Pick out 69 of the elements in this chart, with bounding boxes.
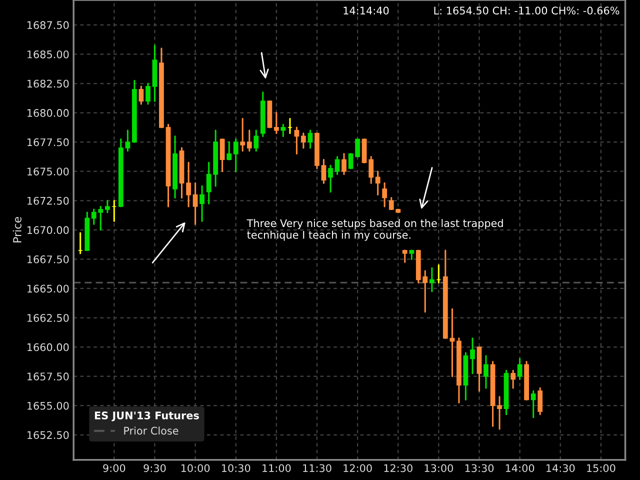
- candlestick: [125, 130, 130, 152]
- annotation: L: 1654.50 CH: -11.00 CH%: -0.66%: [434, 6, 620, 15]
- x-tick-label: 14:00: [506, 464, 534, 472]
- candlestick: [517, 358, 522, 380]
- candlestick: [530, 390, 536, 418]
- candlestick: [300, 132, 306, 149]
- legend-label: Prior Close: [124, 426, 178, 435]
- y-tick-label: 1657.50: [28, 372, 69, 380]
- candlestick: [254, 130, 259, 152]
- x-tick-label: 12:00: [344, 464, 372, 472]
- x-tick-label: 15:00: [587, 464, 616, 472]
- x-tick-label: 11:00: [262, 464, 291, 472]
- x-tick-label: 13:00: [424, 464, 453, 472]
- x-tick-label: 14:30: [546, 464, 575, 472]
- y-tick-label: 1662.50: [28, 314, 69, 322]
- candlestick: [510, 370, 516, 389]
- candlestick: [192, 182, 198, 225]
- y-tick-label: 1665.00: [28, 284, 69, 293]
- annotation: Three Very nice setups based on the last trapped tecnhique I teach in my course.: [246, 219, 503, 241]
- candlestick: [294, 126, 300, 155]
- x-tick-label: 10:00: [181, 464, 210, 472]
- candlestick: [328, 164, 333, 193]
- candlestick: [484, 355, 488, 389]
- y-tick-label: 1680.00: [28, 109, 69, 117]
- candlestick: [308, 130, 313, 149]
- y-tick-label: 1685.00: [28, 50, 69, 58]
- candlestick: [402, 250, 408, 263]
- candlestick: [375, 170, 380, 196]
- x-tick-label: 13:30: [465, 464, 494, 472]
- x-tick-label: 10:30: [222, 464, 250, 472]
- y-tick-label: 1670.00: [28, 226, 69, 234]
- annotation: 14:14:40: [344, 6, 389, 15]
- y-axis-title: Price: [12, 216, 22, 242]
- candlestick: [138, 86, 144, 105]
- candlestick: [200, 185, 204, 222]
- candlestick: [280, 124, 286, 137]
- candlestick: [538, 387, 543, 416]
- x-tick-label: 12:30: [384, 464, 412, 472]
- y-tick-label: 1655.00: [28, 402, 69, 410]
- legend-title: ES JUN'13 Futures: [94, 411, 199, 422]
- candlestick: [497, 396, 502, 430]
- y-tick-label: 1667.50: [28, 255, 69, 264]
- candlestick: [470, 337, 475, 374]
- candlestick: [342, 153, 346, 176]
- x-tick-label: 9:30: [144, 464, 166, 472]
- candlestick: [382, 182, 388, 208]
- candlestick: [362, 138, 367, 164]
- candlestick: [233, 138, 238, 172]
- candlestick: [430, 267, 434, 292]
- candlestick: [274, 112, 279, 134]
- candlestick: [240, 118, 246, 152]
- candlestick: [334, 156, 340, 176]
- candlestick: [246, 130, 252, 152]
- y-tick-label: 1682.50: [28, 80, 69, 88]
- y-tick-label: 1677.50: [28, 138, 69, 146]
- candlestick: [104, 200, 110, 214]
- candlestick: [186, 162, 192, 208]
- candlestick: [226, 141, 232, 160]
- y-tick-label: 1672.50: [28, 196, 69, 205]
- candlestick: [321, 158, 326, 184]
- y-tick-label: 1660.00: [28, 343, 69, 352]
- y-tick-label: 1675.00: [28, 168, 69, 176]
- y-tick-label: 1687.50: [28, 21, 69, 30]
- x-tick-label: 9:00: [103, 464, 126, 472]
- y-tick-label: 1652.50: [28, 431, 69, 439]
- candlestick: [368, 156, 374, 184]
- candlestick: [146, 82, 150, 105]
- candlestick: [220, 138, 225, 172]
- x-tick-label: 11:30: [303, 464, 332, 472]
